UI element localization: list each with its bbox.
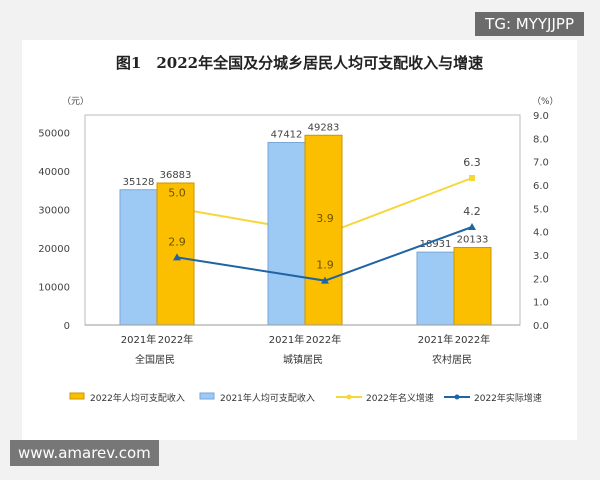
x-sub-label: 2021年 [269,333,304,346]
line-data-label: 4.2 [463,205,481,218]
line-point [173,253,181,261]
x-category-label: 农村居民 [432,353,472,366]
legend-swatch [199,392,215,400]
y-tick-right: 2.0 [533,274,549,285]
bar-data-label: 47412 [271,129,303,140]
x-category-label: 全国居民 [135,353,175,366]
y-tick-right: 1.0 [533,298,549,309]
x-sub-label: 2022年 [306,333,341,346]
y-tick-right: 5.0 [533,204,549,215]
line-point [468,223,476,230]
y-tick-left: 30000 [38,205,70,216]
y-tick-right: 3.0 [533,251,549,262]
x-category-label: 城镇居民 [283,353,323,366]
line-data-label-front: 6.3 [463,156,481,169]
y-tick-right: 0.0 [533,321,549,332]
y-tick-right: 9.0 [533,111,549,122]
x-sub-label: 2022年 [455,333,490,346]
y-axis-right-label: （%） [532,96,559,107]
chart-title: 图1 2022年全国及分城乡居民人均可支配收入与增速 [115,54,484,72]
bar-data-label: 35128 [123,177,155,188]
bar-2021 [119,189,158,326]
y-tick-right: 8.0 [533,134,549,145]
line-point [469,175,475,181]
y-tick-right: 6.0 [533,181,549,192]
y-tick-left: 20000 [38,244,70,255]
line-data-label-front: 5.0 [168,186,186,199]
line-data-label: 1.9 [316,259,334,272]
y-tick-left: 40000 [38,167,70,178]
bar-data-label: 18931 [420,239,452,250]
watermark-bottom: www.amarev.com [10,440,159,466]
x-sub-label: 2021年 [121,333,156,346]
y-tick-left: 10000 [38,282,70,293]
legend-label: 2022年实际增速 [474,392,542,404]
legend-label: 2022年人均可支配收入 [90,392,185,404]
y-tick-left: 0 [64,321,70,332]
bar-2022 [453,246,492,326]
line-data-label: 2.9 [168,235,186,248]
x-sub-label: 2022年 [158,333,193,346]
y-tick-right: 7.0 [533,158,549,169]
legend-label: 2021年人均可支配收入 [220,392,315,404]
bar-2022 [156,182,195,326]
legend-label: 2022年名义增速 [366,392,434,404]
legend-marker [346,394,352,400]
y-tick-left: 50000 [38,128,70,139]
bar-2022 [304,134,343,326]
line-point [321,276,329,284]
bar-data-label: 36883 [160,170,192,181]
y-axis-left-label: （元） [62,96,89,107]
bar-2021 [416,251,455,326]
y-tick-right: 4.0 [533,228,549,239]
legend-swatch [69,392,85,400]
line-data-label-front: 3.9 [316,212,334,225]
x-sub-label: 2021年 [418,333,453,346]
bar-2021 [267,141,306,326]
bar-data-label: 20133 [457,234,489,245]
watermark-top: TG: MYYJJPP [475,12,584,36]
bar-data-label: 49283 [308,122,340,133]
legend-marker [454,394,460,400]
